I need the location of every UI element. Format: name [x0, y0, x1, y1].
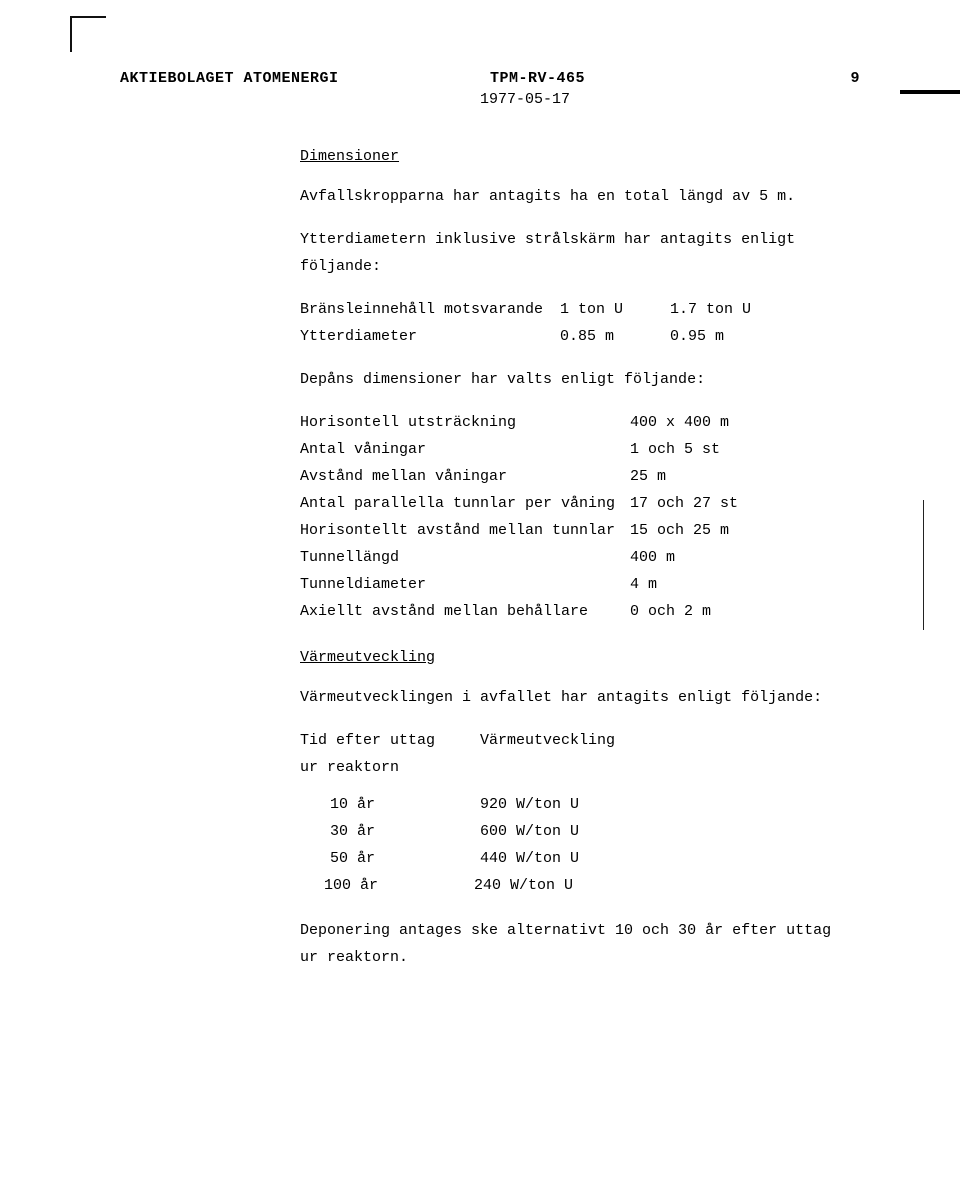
heat-value: 920 W/ton U — [480, 791, 860, 818]
dimension-row: Antal våningar 1 och 5 st — [120, 436, 860, 463]
dimension-value: 400 x 400 m — [630, 409, 860, 436]
heat-header-time-line1: Tid efter uttag — [300, 732, 435, 749]
spec-value: 0.85 m — [560, 323, 670, 350]
page-header: AKTIEBOLAGET ATOMENERGI TPM-RV-465 9 — [120, 70, 860, 87]
heat-header-time-line2: ur reaktorn — [300, 759, 399, 776]
section-title-dimensions: Dimensioner — [120, 148, 860, 165]
header-doc: TPM-RV-465 — [430, 70, 800, 87]
dimension-label: Horisontell utsträckning — [300, 409, 630, 436]
heat-value: 600 W/ton U — [480, 818, 860, 845]
dimension-value: 17 och 27 st — [630, 490, 860, 517]
dimension-label: Antal parallella tunnlar per våning — [300, 490, 630, 517]
heat-header-value: Värmeutveckling — [480, 727, 860, 781]
page: AKTIEBOLAGET ATOMENERGI TPM-RV-465 9 197… — [0, 0, 960, 1197]
heat-table-header: Tid efter uttag ur reaktorn Värmeutveckl… — [120, 727, 860, 781]
dimension-value: 400 m — [630, 544, 860, 571]
heat-time: 50 år — [300, 845, 480, 872]
header-org: AKTIEBOLAGET ATOMENERGI — [120, 70, 430, 87]
paragraph: Värmeutvecklingen i avfallet har antagit… — [120, 684, 860, 711]
paragraph: Depåns dimensioner har valts enligt följ… — [120, 366, 860, 393]
heat-row: 50 år 440 W/ton U — [120, 845, 860, 872]
paragraph: Ytterdiametern inklusive strålskärm har … — [120, 226, 860, 253]
spec-label: Ytterdiameter — [300, 323, 560, 350]
heat-row: 30 år 600 W/ton U — [120, 818, 860, 845]
heat-value: 240 W/ton U — [474, 872, 860, 899]
spec-value: 1.7 ton U — [670, 296, 780, 323]
paragraph: ur reaktorn. — [120, 944, 860, 971]
paragraph: följande: — [120, 253, 860, 280]
spec-row: Bränsleinnehåll motsvarande 1 ton U 1.7 … — [120, 296, 860, 323]
dimension-row: Avstånd mellan våningar 25 m — [120, 463, 860, 490]
scan-edge-mark — [900, 90, 960, 94]
heat-time: 10 år — [300, 791, 480, 818]
dimension-row: Antal parallella tunnlar per våning 17 o… — [120, 490, 860, 517]
dimension-label: Antal våningar — [300, 436, 630, 463]
dimension-row: Tunneldiameter 4 m — [120, 571, 860, 598]
dimension-row: Horisontell utsträckning 400 x 400 m — [120, 409, 860, 436]
heat-time: 100 år — [294, 872, 474, 899]
crop-mark-icon — [70, 16, 106, 52]
spec-value: 0.95 m — [670, 323, 780, 350]
header-date: 1977-05-17 — [120, 91, 860, 108]
dimension-label: Avstånd mellan våningar — [300, 463, 630, 490]
spec-label: Bränsleinnehåll motsvarande — [300, 296, 560, 323]
dimension-value: 25 m — [630, 463, 860, 490]
dimension-label: Horisontellt avstånd mellan tunnlar — [300, 517, 630, 544]
dimension-row: Tunnellängd 400 m — [120, 544, 860, 571]
dimension-value: 0 och 2 m — [630, 598, 860, 625]
dimension-row: Axiellt avstånd mellan behållare 0 och 2… — [120, 598, 860, 625]
dimension-value: 4 m — [630, 571, 860, 598]
spec-row: Ytterdiameter 0.85 m 0.95 m — [120, 323, 860, 350]
heat-header-time: Tid efter uttag ur reaktorn — [300, 727, 480, 781]
spec-value: 1 ton U — [560, 296, 670, 323]
heat-value: 440 W/ton U — [480, 845, 860, 872]
paragraph: Deponering antages ske alternativt 10 oc… — [120, 917, 860, 944]
section-title-heat: Värmeutveckling — [120, 649, 860, 666]
dimension-label: Tunnellängd — [300, 544, 630, 571]
margin-bracket-icon — [923, 500, 924, 630]
heat-time: 30 år — [300, 818, 480, 845]
heat-row: 100 år 240 W/ton U — [120, 872, 860, 899]
dimension-label: Axiellt avstånd mellan behållare — [300, 598, 630, 625]
heat-row: 10 år 920 W/ton U — [120, 791, 860, 818]
dimension-value: 15 och 25 m — [630, 517, 860, 544]
dimension-value: 1 och 5 st — [630, 436, 860, 463]
dimension-row: Horisontellt avstånd mellan tunnlar 15 o… — [120, 517, 860, 544]
header-page-number: 9 — [800, 70, 860, 87]
paragraph: Avfallskropparna har antagits ha en tota… — [120, 183, 860, 210]
dimension-label: Tunneldiameter — [300, 571, 630, 598]
